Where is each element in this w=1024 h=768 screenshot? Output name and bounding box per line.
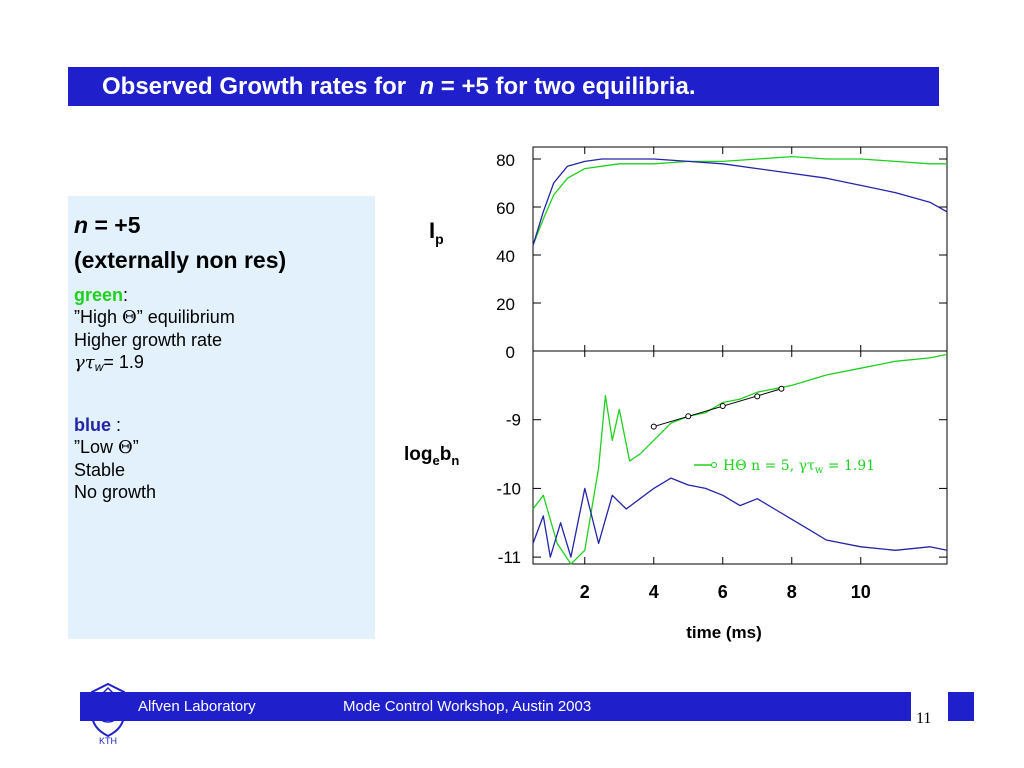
bottom-plot-frame: [532, 350, 948, 565]
page-number: 11: [916, 710, 932, 727]
info-heading-line2: (externally non res): [74, 247, 287, 273]
slide-title: Observed Growth rates for n = +5 for two…: [68, 67, 939, 106]
green-colon: :: [123, 285, 129, 305]
top-ylabel: Ip: [429, 218, 444, 247]
blue-line1-prefix: ”Low: [74, 437, 119, 457]
top-series-group: [532, 155, 948, 246]
bottom-ytick-label: -11: [498, 548, 521, 567]
xtick-label: 6: [718, 582, 728, 602]
blue-line1: ”Low Θ”: [74, 436, 369, 459]
gamma-tau-symbol: γτ: [74, 352, 95, 373]
bottom-y-ticks: -11 -10 -9: [496, 411, 947, 567]
bottom-series-1: [532, 477, 948, 558]
blue-line2: Stable: [74, 460, 126, 480]
heading-value: = +5: [94, 212, 141, 238]
bottom-ytick-label: -9: [506, 411, 521, 430]
top-ytick-label: 0: [506, 343, 515, 362]
info-panel: n = +5 (externally non res) green: ”High…: [68, 196, 375, 639]
green-label: green: [74, 285, 124, 305]
green-line1-suffix: ” equilibrium: [136, 307, 235, 327]
top-series-1: [532, 158, 948, 246]
fit-marker: [685, 413, 692, 420]
footer-lab: Alfven Laboratory: [138, 698, 256, 715]
legend-marker: [711, 462, 717, 468]
logo-text: KTH: [99, 736, 117, 746]
blue-description: blue : ”Low Θ” Stable No growth: [74, 414, 369, 503]
rate-value: = 1.9: [103, 352, 144, 372]
bottom-ylabel: logebn: [404, 444, 459, 468]
blue-line3: No growth: [74, 482, 157, 502]
blue-colon: :: [111, 415, 122, 435]
footer-square: [948, 692, 974, 721]
top-series-0: [532, 155, 947, 246]
legend-annotation: HΘ n = 5, γτw = 1.91: [723, 458, 875, 476]
title-variable: n: [419, 73, 435, 100]
theta-symbol: Θ: [122, 307, 137, 328]
top-y-ticks: 0 20 40 60 80: [496, 151, 947, 362]
rate-subscript: w: [94, 360, 104, 374]
xtick-label: 4: [649, 582, 659, 602]
bottom-series-0: [532, 353, 948, 565]
fit-line-group: [650, 385, 785, 430]
xtick-label: 2: [580, 582, 590, 602]
fit-marker: [754, 393, 761, 400]
fit-marker: [778, 385, 785, 392]
green-line1: ”High Θ” equilibrium: [74, 306, 369, 329]
xtick-label: 8: [787, 582, 797, 602]
top-plot-frame: [532, 146, 948, 352]
blue-line1-suffix: ”: [132, 437, 139, 457]
blue-label-line: blue :: [74, 414, 369, 436]
top-ytick-label: 60: [496, 199, 515, 218]
x-ticks: 2 4 6 8 10: [580, 147, 871, 602]
title-prefix: Observed Growth rates for: [102, 73, 407, 100]
x-axis-label: time (ms): [686, 623, 762, 642]
green-label-line: green:: [74, 284, 369, 306]
bottom-series-group: [532, 353, 948, 565]
blue-label: blue: [74, 415, 112, 435]
top-ytick-label: 20: [496, 295, 515, 314]
footer-bar: Alfven Laboratory Mode Control Workshop,…: [80, 692, 911, 721]
green-description: green: ”High Θ” equilibrium Higher growt…: [74, 284, 369, 378]
footer-workshop: Mode Control Workshop, Austin 2003: [343, 698, 592, 715]
bottom-ytick-label: -10: [496, 479, 521, 498]
green-rate: γτw= 1.9: [74, 351, 369, 378]
title-suffix: = +5 for two equilibria.: [440, 73, 696, 100]
fit-marker: [650, 423, 657, 430]
top-ytick-label: 80: [496, 151, 515, 170]
info-heading: n = +5: [74, 208, 369, 243]
heading-variable: n: [74, 212, 89, 238]
fit-marker: [719, 402, 726, 409]
theta-symbol: Θ: [118, 437, 133, 458]
growth-rate-chart: 0 20 40 60 80 -11 -10 -9 2 4 6 8 10 Ip logebn time…: [404, 146, 948, 642]
xtick-label: 10: [851, 582, 871, 602]
green-line1-prefix: ”High: [74, 307, 123, 327]
top-ytick-label: 40: [496, 247, 515, 266]
green-line2: Higher growth rate: [74, 330, 223, 350]
fit-line: [653, 388, 782, 428]
